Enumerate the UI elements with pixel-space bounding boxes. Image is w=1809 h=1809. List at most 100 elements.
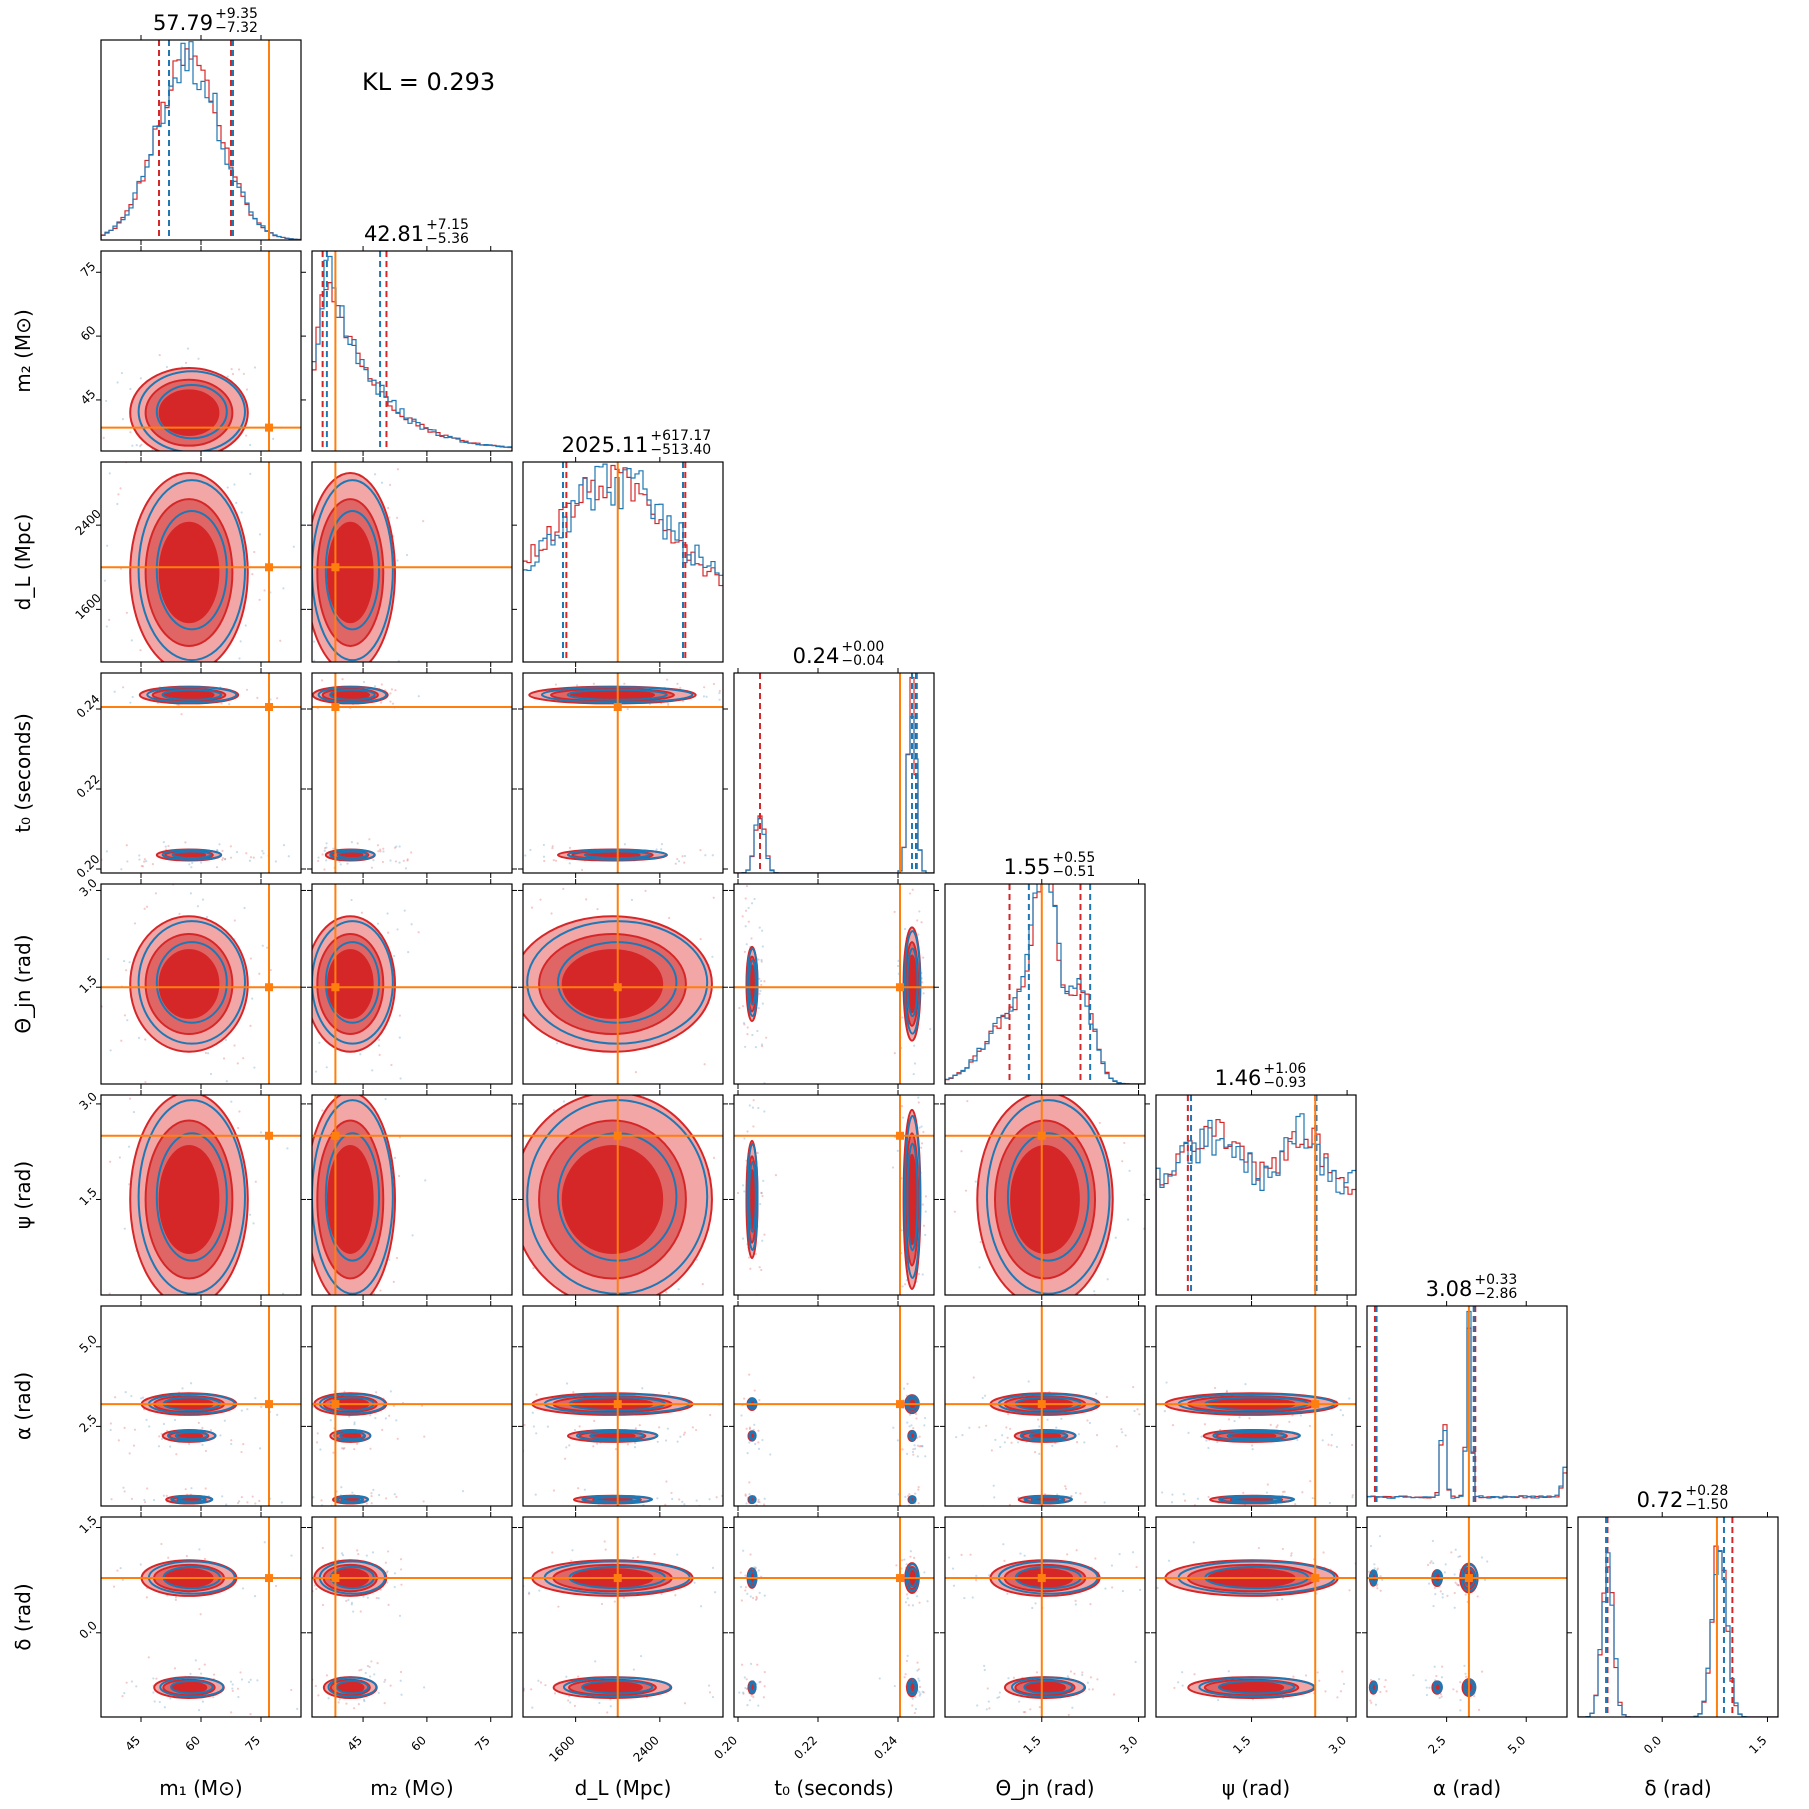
scatter-point xyxy=(296,1707,299,1711)
scatter-point xyxy=(718,691,721,695)
scatter-point xyxy=(369,1447,372,1450)
scatter-point xyxy=(668,916,671,920)
scatter-point xyxy=(759,1680,762,1683)
scatter-point xyxy=(343,1390,346,1393)
scatter-point xyxy=(121,418,125,421)
scatter-point xyxy=(1417,1438,1419,1440)
scatter-point xyxy=(353,1448,356,1451)
scatter-point xyxy=(152,1498,156,1502)
scatter-point xyxy=(230,1442,233,1446)
scatter-point xyxy=(376,844,380,847)
scatter-point xyxy=(901,1559,904,1562)
scatter-point xyxy=(1257,1546,1260,1550)
scatter-point xyxy=(1102,1306,1104,1308)
scatter-point xyxy=(246,1501,249,1504)
scatter-point xyxy=(892,1426,895,1429)
scatter-point xyxy=(1251,1448,1254,1451)
scatter-point xyxy=(593,1419,596,1422)
scatter-point xyxy=(467,691,469,693)
scatter-point xyxy=(301,971,303,973)
scatter-point xyxy=(393,1585,396,1589)
scatter-point xyxy=(1238,1416,1241,1419)
scatter-point xyxy=(975,1574,978,1577)
scatter-point xyxy=(392,1280,395,1283)
scatter-point xyxy=(1473,1694,1476,1698)
contour-outer-blue xyxy=(1023,1494,1073,1504)
scatter-point xyxy=(1114,1236,1117,1239)
scatter-point xyxy=(254,1180,257,1183)
scatter-point xyxy=(760,1191,763,1194)
scatter-point xyxy=(189,1382,193,1385)
scatter-point xyxy=(1401,1674,1403,1676)
scatter-point xyxy=(1089,1603,1092,1606)
scatter-point xyxy=(1081,1671,1084,1674)
scatter-point xyxy=(157,1445,161,1448)
scatter-point xyxy=(105,850,109,853)
scatter-point xyxy=(399,1670,403,1674)
scatter-point xyxy=(249,443,252,447)
scatter-point xyxy=(201,898,205,901)
truth-marker xyxy=(613,1574,622,1583)
panel-frame xyxy=(944,1516,1146,1718)
contour-inner-red xyxy=(326,521,374,624)
scatter-point xyxy=(914,1707,918,1711)
scatter-point xyxy=(389,1390,392,1393)
scatter-point xyxy=(1035,1671,1039,1674)
panel-d-l-mpc-vs-m-m xyxy=(101,462,301,662)
scatter-point xyxy=(575,684,579,687)
scatter-point xyxy=(687,1512,689,1514)
panel-frame xyxy=(944,1305,1146,1507)
scatter-point xyxy=(308,1180,310,1182)
scatter-point xyxy=(162,1494,165,1497)
scatter-point xyxy=(1171,1493,1174,1496)
scatter-point xyxy=(259,1131,263,1134)
title-jn-rad: 1.55 xyxy=(1004,855,1051,879)
scatter-point xyxy=(917,1486,920,1489)
scatter-point xyxy=(1124,1434,1127,1437)
scatter-point xyxy=(541,1413,543,1415)
scatter-point xyxy=(1225,1389,1229,1392)
scatter-point xyxy=(554,683,558,686)
scatter-point xyxy=(368,1665,371,1669)
scatter-point xyxy=(303,1211,305,1213)
scatter-point xyxy=(393,1493,396,1496)
panel-frame xyxy=(1155,1305,1357,1507)
truth-marker xyxy=(331,1574,340,1583)
scatter-point xyxy=(920,921,923,924)
scatter-point xyxy=(174,1596,178,1599)
scatter-point xyxy=(298,563,300,565)
scatter-point xyxy=(754,1566,757,1569)
scatter-point xyxy=(983,1664,986,1667)
scatter-point xyxy=(739,1542,741,1544)
scatter-point xyxy=(128,961,131,964)
scatter-point xyxy=(1118,1553,1121,1556)
scatter-point xyxy=(752,1125,755,1128)
scatter-point xyxy=(742,1692,745,1695)
scatter-point xyxy=(116,381,119,384)
scatter-point xyxy=(1480,1556,1484,1559)
scatter-point xyxy=(372,1488,375,1491)
scatter-point xyxy=(1384,1678,1387,1682)
scatter-point xyxy=(743,1190,746,1193)
scatter-point xyxy=(1383,1682,1385,1684)
scatter-point xyxy=(741,1237,745,1240)
histogram-t-seconds xyxy=(734,673,934,873)
scatter-point xyxy=(175,1453,178,1456)
scatter-point xyxy=(1296,1438,1299,1442)
scatter-point xyxy=(679,1435,682,1438)
scatter-point xyxy=(376,1662,379,1665)
scatter-point xyxy=(664,1439,668,1442)
scatter-point xyxy=(1361,1586,1363,1588)
y-tick-label: 0.20 xyxy=(74,852,103,881)
scatter-point xyxy=(1138,1413,1141,1416)
scatter-point xyxy=(613,1600,616,1603)
scatter-point xyxy=(382,850,385,853)
scatter-point xyxy=(398,1614,402,1617)
x-tick-label: 1.5 xyxy=(1020,1733,1043,1756)
scatter-point xyxy=(743,950,746,953)
scatter-point xyxy=(1348,1589,1351,1592)
scatter-point xyxy=(221,1495,224,1498)
scatter-point xyxy=(298,1033,300,1035)
scatter-point xyxy=(751,1507,753,1509)
scatter-point xyxy=(974,1180,977,1183)
